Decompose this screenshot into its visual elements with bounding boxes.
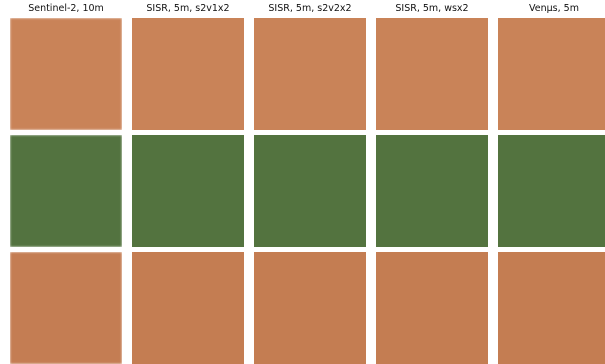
image-tile-orange-soil-with-vegetation [132,252,244,364]
satellite-image [10,18,122,130]
satellite-image [498,252,605,364]
image-tile-arid-rocky-terrain [254,18,366,130]
satellite-image [498,18,605,130]
satellite-image [376,135,488,247]
image-tile-green-fields-with-roads [10,135,122,247]
image-tile-orange-soil-with-vegetation [498,252,605,364]
satellite-image [376,18,488,130]
image-tile-arid-rocky-terrain [376,18,488,130]
satellite-image [376,252,488,364]
image-tile-arid-rocky-terrain [132,18,244,130]
image-tile-orange-soil-with-vegetation [376,252,488,364]
image-tile-orange-soil-with-vegetation [10,252,122,364]
column-title: SISR, 5m, wsx2 [395,3,469,14]
satellite-image [132,252,244,364]
column-title: SISR, 5m, s2v2x2 [268,3,352,14]
satellite-image [10,252,122,364]
image-tile-green-fields-with-roads [254,135,366,247]
image-tile-arid-rocky-terrain [10,18,122,130]
satellite-image [254,18,366,130]
image-tile-orange-soil-with-vegetation [254,252,366,364]
image-tile-green-fields-with-roads [376,135,488,247]
satellite-image [10,135,122,247]
image-tile-arid-rocky-terrain [498,18,605,130]
satellite-image [132,135,244,247]
column-title: Sentinel-2, 10m [28,3,104,14]
satellite-image [498,135,605,247]
image-tile-green-fields-with-roads [132,135,244,247]
image-tile-green-fields-with-roads [498,135,605,247]
satellite-image [132,18,244,130]
column-title: Venµs, 5m [529,3,579,14]
column-title: SISR, 5m, s2v1x2 [146,3,230,14]
satellite-image [254,252,366,364]
satellite-image [254,135,366,247]
